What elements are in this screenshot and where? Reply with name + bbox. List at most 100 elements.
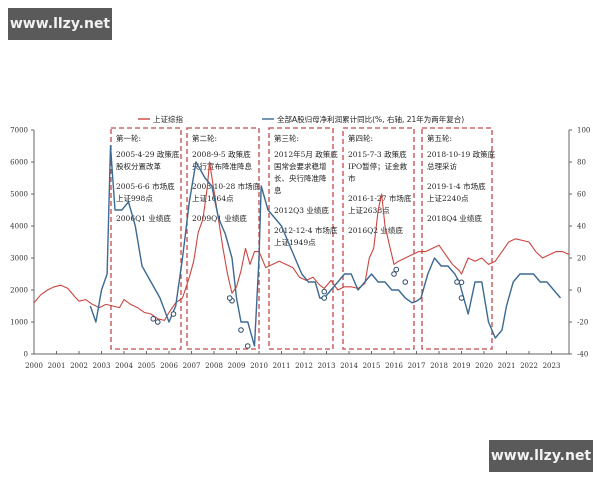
bottom-marker-circle (458, 279, 465, 286)
annotation-line: 长、央行降准降 (274, 173, 327, 183)
bottom-marker-circle (402, 279, 409, 285)
right-axis-tick-label: 20 (577, 255, 586, 263)
annotation-title: 第三轮: (274, 133, 299, 143)
annotation-line: 国常会要求稳增 (274, 161, 327, 171)
bottom-marker-circle (454, 279, 460, 285)
annotation-line: 上证2240点 (427, 194, 469, 203)
x-axis-tick-label: 2022 (520, 362, 538, 370)
x-axis-tick-label: 2002 (70, 362, 88, 370)
bottom-marker-circle (393, 266, 400, 273)
annotation-line: 2019-1-4 市场底 (427, 181, 486, 191)
annotation-line: 2005-4-29 政策底 (116, 149, 180, 159)
annotation-line: 2006Q1 业绩底 (116, 213, 171, 223)
bottom-marker-circle (321, 295, 328, 301)
annotation-line: 市 (348, 173, 356, 183)
bottom-marker-circle (238, 327, 244, 333)
annotation-title: 第二轮: (192, 133, 217, 143)
bottom-marker-circle (321, 288, 328, 295)
left-axis-tick-label: 7000 (10, 127, 28, 135)
left-axis-tick-label: 0 (24, 351, 28, 359)
x-axis-tick-label: 2009 (228, 362, 246, 370)
x-axis-tick-label: 2001 (48, 362, 66, 370)
annotation-line: 2012-12-4 市场底 (274, 225, 338, 235)
annotation-line: 2012Q3 业绩底 (274, 205, 329, 215)
right-axis-tick-label: 40 (577, 223, 586, 231)
bottom-marker-circle (458, 295, 465, 301)
x-axis-tick-label: 2012 (295, 362, 313, 370)
x-axis-tick-label: 2010 (250, 362, 268, 370)
annotation-title: 第四轮: (348, 133, 373, 143)
x-axis-tick-label: 2007 (183, 362, 201, 370)
watermark-top: www.llzy.net (8, 8, 112, 40)
left-axis-tick-label: 5000 (10, 191, 28, 199)
x-axis-tick-label: 2005 (138, 362, 156, 370)
right-axis-tick-label: 100 (577, 127, 590, 135)
left-axis-tick-label: 1000 (10, 319, 28, 327)
annotation-line: 2016-1-27 市场底 (348, 193, 412, 203)
x-axis-tick-label: 2003 (93, 362, 111, 370)
x-axis-tick-label: 2021 (498, 362, 516, 370)
annotation-title: 第一轮: (116, 133, 141, 143)
annotation-line: 2018Q4 业绩底 (427, 213, 482, 223)
annotation-line: 股权分置改革 (116, 161, 161, 171)
x-axis-tick-label: 2006 (160, 362, 178, 370)
annotation-line: 上证1664点 (192, 194, 234, 203)
annotation-line: 2008-10-28 市场底 (192, 181, 261, 191)
right-axis-tick-label: 80 (577, 159, 586, 167)
annotation-line: IPO暂停；证金救 (348, 161, 408, 171)
legend: 上证综指 全部A股归母净利润累计同比(%, 右轴, 21年为两年复合) (138, 114, 464, 124)
annotation-line: 上证2638点 (348, 206, 390, 215)
annotation-line: 2018-10-19 政策底 (427, 149, 496, 159)
legend-item-2: 全部A股归母净利润累计同比(%, 右轴, 21年为两年复合) (262, 114, 464, 124)
bottom-marker-circle (391, 271, 397, 277)
x-axis-tick-label: 2013 (318, 362, 336, 370)
annotation-line: 总理采访 (427, 161, 457, 171)
x-axis-tick-label: 2015 (363, 362, 381, 370)
x-axis-tick-label: 2000 (25, 362, 43, 370)
right-axis-tick-label: 60 (577, 191, 586, 199)
right-axis-tick-label: -40 (577, 351, 588, 359)
bottom-marker-circle (170, 311, 177, 317)
x-axis-tick-label: 2017 (408, 362, 426, 370)
right-axis-tick-label: -20 (577, 319, 588, 327)
x-axis-tick-label: 2008 (205, 362, 223, 370)
bottom-marker-circle (226, 295, 233, 301)
x-axis-tick-label: 2014 (340, 362, 358, 370)
annotation-line: 息 (274, 185, 282, 195)
annotation-line: 2015-7-3 政策底 (348, 149, 407, 159)
x-axis-tick-label: 2019 (453, 362, 471, 370)
legend-label: 全部A股归母净利润累计同比(%, 右轴, 21年为两年复合) (277, 114, 464, 124)
bottom-marker-circle (244, 343, 251, 349)
index-line (33, 161, 570, 321)
x-axis-tick-label: 2018 (430, 362, 448, 370)
annotation-line: 上证998点 (116, 194, 153, 203)
left-axis-tick-label: 2000 (10, 287, 28, 295)
left-axis-tick-label: 4000 (10, 223, 28, 231)
legend-label: 上证综指 (153, 114, 183, 124)
annotation-title: 第五轮: (427, 133, 452, 143)
bottom-marker-circle (154, 319, 161, 325)
left-axis-tick-label: 6000 (10, 159, 28, 167)
legend-item-1: 上证综指 (138, 114, 183, 124)
axes: 7000 6000 5000 4000 3000 2000 1000 0 100 80 60 40 20… (10, 127, 590, 371)
annotation-line: 2005-6-6 市场底 (116, 181, 175, 191)
x-axis-tick-label: 2023 (543, 362, 561, 370)
bottom-marker-circle (150, 316, 157, 322)
x-axis-tick-label: 2016 (385, 362, 403, 370)
bottom-markers (150, 266, 465, 349)
watermark-bottom: www.llzy.net (489, 440, 593, 472)
right-axis-tick-label: 0 (577, 287, 581, 295)
annotation-line: 2008-9-5 政策底 (192, 149, 251, 159)
x-axis-tick-label: 2011 (273, 362, 291, 370)
annotation-line: 2009Q1 业绩底 (192, 213, 247, 223)
x-axis-tick-label: 2020 (475, 362, 493, 370)
x-axis-tick-label: 2004 (115, 362, 133, 370)
annotation-line: 2012年5月 政策底 (274, 149, 338, 159)
